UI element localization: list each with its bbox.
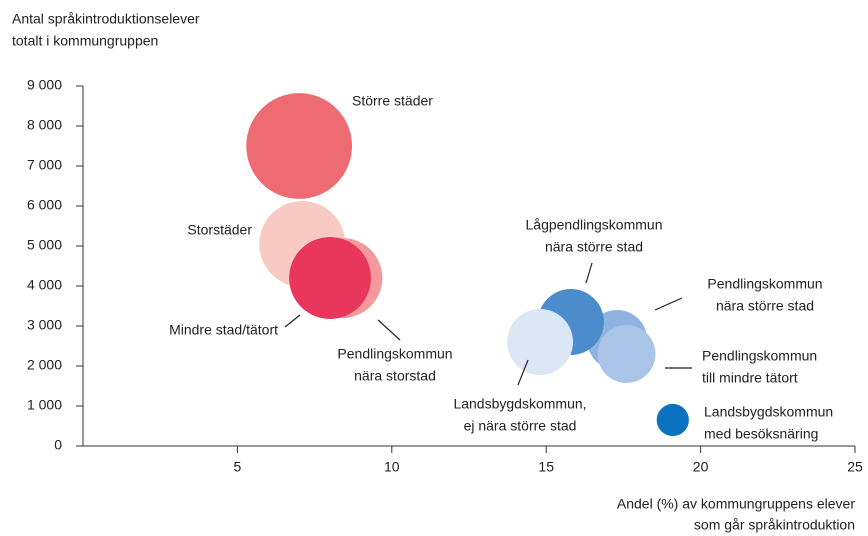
bubble bbox=[289, 237, 371, 319]
bubble-label: Pendlingskommun bbox=[707, 276, 822, 292]
bubble-label: Lågpendlingskommun bbox=[526, 217, 663, 233]
bubble-label: nära större stad bbox=[716, 298, 814, 314]
bubble-label: nära större stad bbox=[545, 239, 643, 255]
y-tick-label: 4 000 bbox=[27, 277, 62, 293]
bubble-label: med besöksnäring bbox=[704, 426, 818, 442]
y-tick-label: 7 000 bbox=[27, 157, 62, 173]
leader-line bbox=[654, 297, 683, 311]
y-axis-title: totalt i kommungruppen bbox=[12, 33, 158, 49]
bubble bbox=[597, 325, 656, 383]
y-tick-label: 5 000 bbox=[27, 237, 62, 253]
y-tick-label: 3 000 bbox=[27, 317, 62, 333]
y-tick-label: 2 000 bbox=[27, 357, 62, 373]
y-tick-label: 0 bbox=[54, 437, 62, 453]
bubble-label: Pendlingskommun bbox=[337, 346, 452, 362]
x-tick-label: 25 bbox=[847, 459, 863, 475]
bubble-label: Storstäder bbox=[187, 222, 252, 238]
y-tick-label: 9 000 bbox=[27, 77, 62, 93]
x-axis-title: som går språkintroduktion bbox=[694, 517, 855, 533]
x-axis-title: Andel (%) av kommungruppens elever bbox=[617, 496, 855, 512]
leader-line bbox=[585, 262, 593, 284]
x-tick-label: 15 bbox=[538, 459, 554, 475]
y-tick-label: 1 000 bbox=[27, 397, 62, 413]
bubble-label: ej nära större stad bbox=[464, 418, 577, 434]
y-tick-label: 6 000 bbox=[27, 197, 62, 213]
leader-line bbox=[517, 359, 529, 386]
x-tick-label: 20 bbox=[693, 459, 709, 475]
y-axis-title: Antal språkintroduktionselever bbox=[12, 11, 200, 27]
bubble bbox=[507, 309, 574, 375]
x-tick-label: 5 bbox=[234, 459, 242, 475]
bubble-label: Pendlingskommun bbox=[702, 348, 817, 364]
bubble-label: Landsbygdskommun bbox=[704, 404, 833, 420]
y-tick-label: 8 000 bbox=[27, 117, 62, 133]
x-tick-label: 10 bbox=[384, 459, 400, 475]
bubble bbox=[246, 93, 353, 199]
bubble-label: nära storstad bbox=[354, 368, 436, 384]
bubble-label: Större städer bbox=[352, 93, 433, 109]
bubble-label: Mindre stad/tätort bbox=[169, 322, 278, 338]
leader-line bbox=[377, 319, 401, 341]
bubble-label: Landsbygdskommun, bbox=[453, 396, 586, 412]
leader-line bbox=[284, 314, 301, 328]
bubble-label: till mindre tätort bbox=[702, 370, 798, 386]
bubble bbox=[656, 403, 689, 437]
